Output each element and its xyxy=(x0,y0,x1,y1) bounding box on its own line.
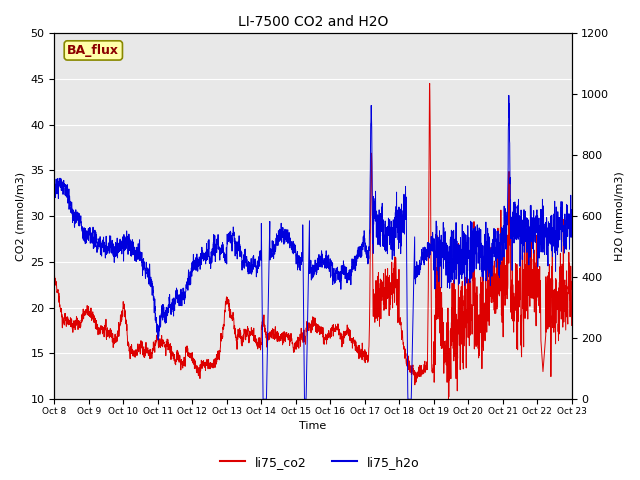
Y-axis label: CO2 (mmol/m3): CO2 (mmol/m3) xyxy=(15,171,25,261)
li75_h2o xyxy=(249,265,257,271)
Legend: li75_co2, li75_h2o: li75_co2, li75_h2o xyxy=(215,451,425,474)
Line: li75_co2: li75_co2 xyxy=(54,84,572,399)
li75_co2 xyxy=(249,329,257,335)
li75_h2o xyxy=(51,183,58,189)
li75_co2 xyxy=(445,396,452,402)
Line: li75_h2o: li75_h2o xyxy=(54,96,572,399)
Y-axis label: H2O (mmol/m3): H2O (mmol/m3) xyxy=(615,171,625,261)
li75_h2o xyxy=(502,229,509,235)
li75_co2 xyxy=(140,354,148,360)
li75_co2 xyxy=(271,327,279,333)
li75_co2 xyxy=(568,323,575,328)
li75_h2o xyxy=(259,396,267,402)
li75_co2 xyxy=(426,81,433,86)
X-axis label: Time: Time xyxy=(300,421,326,432)
li75_co2 xyxy=(502,292,510,298)
li75_h2o xyxy=(505,93,513,98)
li75_co2 xyxy=(558,307,566,313)
li75_h2o xyxy=(109,249,117,255)
li75_h2o xyxy=(271,245,279,251)
li75_h2o xyxy=(140,259,148,264)
Title: LI-7500 CO2 and H2O: LI-7500 CO2 and H2O xyxy=(238,15,388,29)
Text: BA_flux: BA_flux xyxy=(67,44,119,57)
li75_h2o xyxy=(568,212,575,218)
li75_co2 xyxy=(51,268,58,274)
li75_co2 xyxy=(109,339,117,345)
li75_h2o xyxy=(558,222,566,228)
